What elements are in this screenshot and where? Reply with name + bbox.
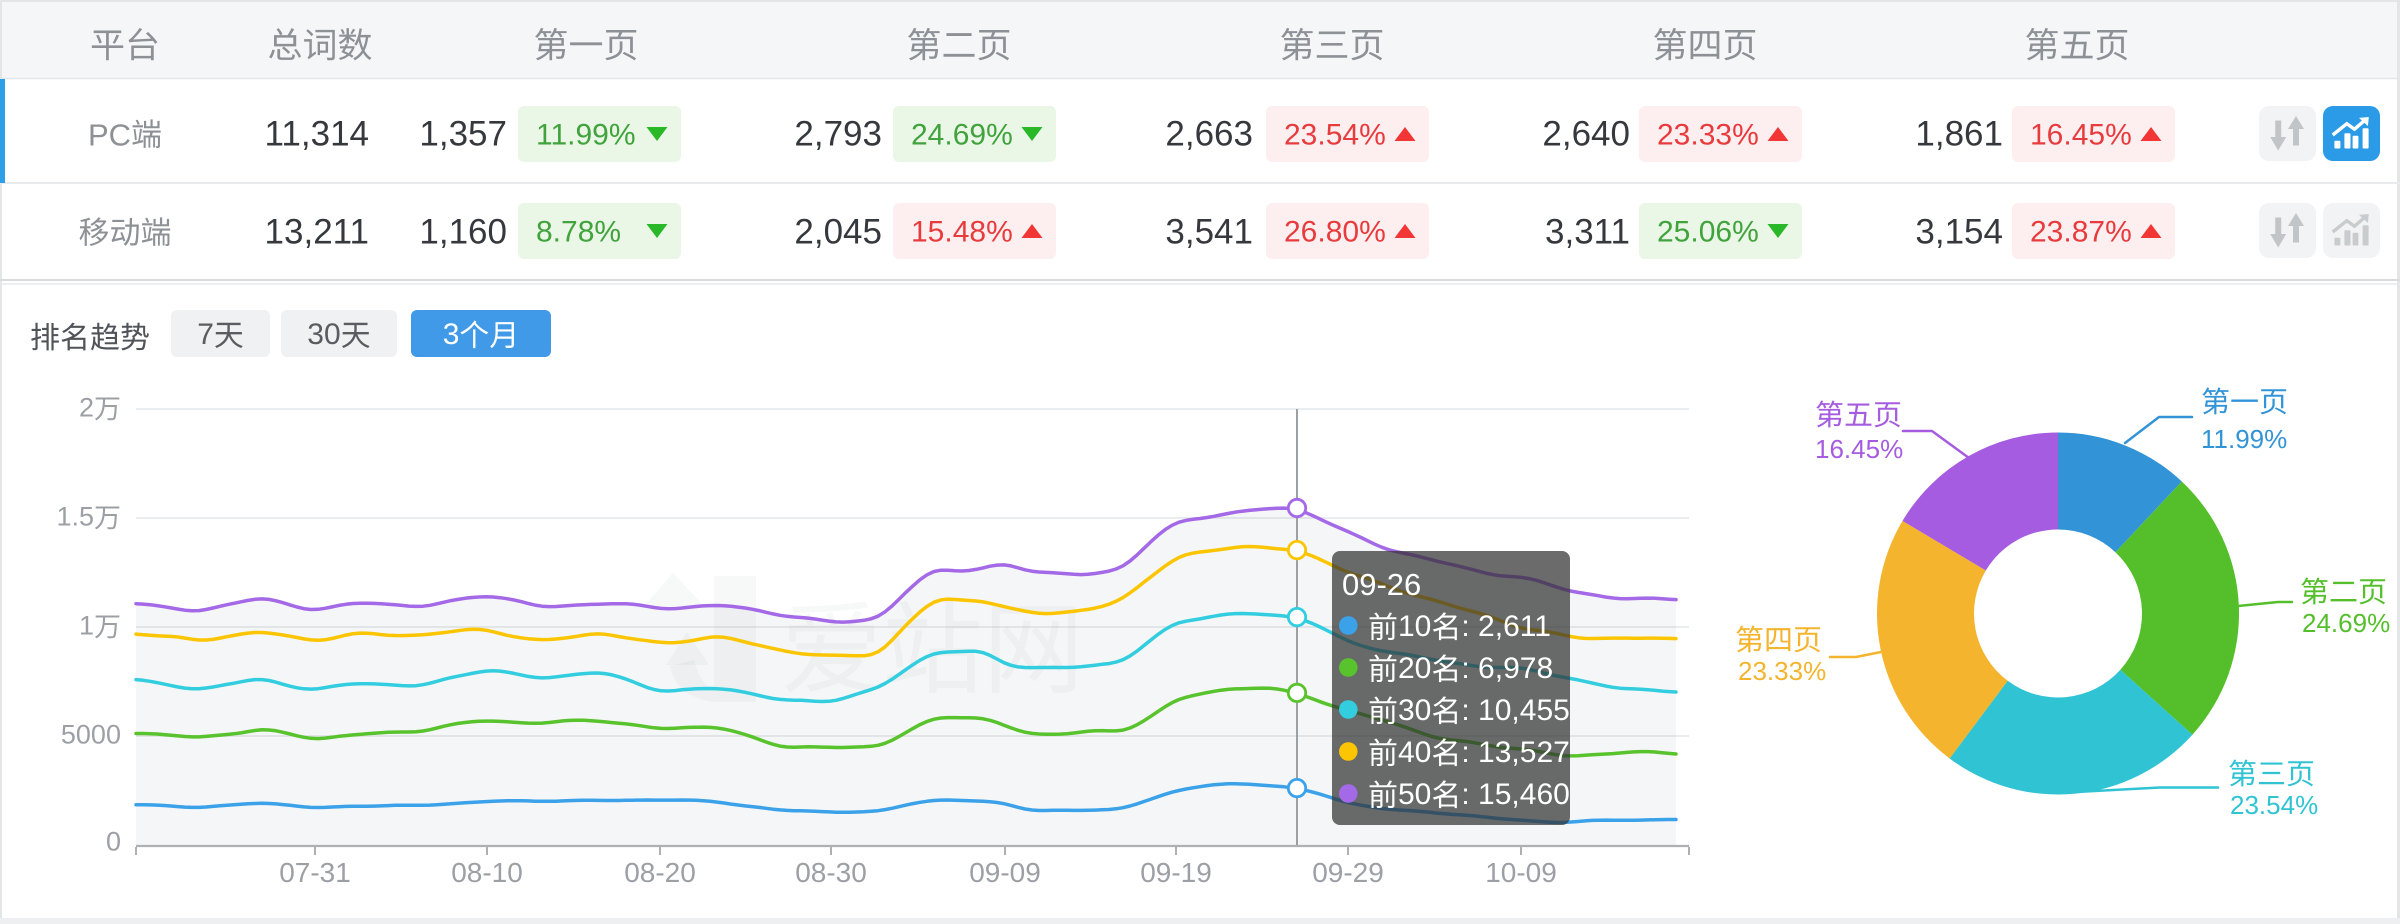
svg-text:16.45%: 16.45% xyxy=(2030,119,2132,152)
svg-text:26.80%: 26.80% xyxy=(1284,216,1386,249)
svg-text:25.06%: 25.06% xyxy=(1657,216,1759,249)
svg-text:1,357: 1,357 xyxy=(419,115,507,154)
svg-text:11,314: 11,314 xyxy=(265,115,369,154)
svg-text:11.99%: 11.99% xyxy=(536,119,636,152)
svg-text:PC: PC xyxy=(88,117,131,152)
svg-text:13,211: 13,211 xyxy=(265,213,369,252)
svg-text:08-30: 08-30 xyxy=(795,857,867,888)
svg-text:8.78%: 8.78% xyxy=(536,216,621,249)
svg-text:3,154: 3,154 xyxy=(1915,213,2003,252)
svg-text:23.87%: 23.87% xyxy=(2030,216,2132,249)
svg-text:2,793: 2,793 xyxy=(794,115,882,154)
svg-text:23.54%: 23.54% xyxy=(1284,119,1386,152)
svg-text:2: 2 xyxy=(79,393,94,423)
svg-text:1: 1 xyxy=(79,611,94,641)
svg-text:1,160: 1,160 xyxy=(419,213,507,252)
svg-text:: 2,611: : 2,611 xyxy=(1461,610,1551,643)
svg-text:3,311: 3,311 xyxy=(1545,213,1630,252)
svg-text:09-09: 09-09 xyxy=(969,857,1041,888)
svg-text:09-26: 09-26 xyxy=(1342,567,1421,602)
svg-text:40: 40 xyxy=(1398,736,1431,769)
svg-text:20: 20 xyxy=(1398,652,1431,685)
svg-text:: 13,527: : 13,527 xyxy=(1461,736,1569,769)
svg-text:2,640: 2,640 xyxy=(1542,115,1630,154)
svg-text:7: 7 xyxy=(197,318,214,351)
svg-text:09-19: 09-19 xyxy=(1140,857,1212,888)
svg-text:3,541: 3,541 xyxy=(1165,213,1253,252)
svg-text:23.33%: 23.33% xyxy=(1657,119,1759,152)
svg-text:: 15,460: : 15,460 xyxy=(1461,778,1569,811)
svg-text:2,045: 2,045 xyxy=(794,213,882,252)
svg-text:5000: 5000 xyxy=(61,720,121,750)
svg-text:1,861: 1,861 xyxy=(1915,115,2003,154)
svg-text:07-31: 07-31 xyxy=(279,857,351,888)
svg-text:24.69%: 24.69% xyxy=(911,119,1013,152)
svg-text:2,663: 2,663 xyxy=(1165,115,1253,154)
svg-text:09-29: 09-29 xyxy=(1312,857,1384,888)
svg-text:1.5: 1.5 xyxy=(57,502,95,532)
svg-text:10-09: 10-09 xyxy=(1485,857,1557,888)
svg-text:0: 0 xyxy=(106,827,121,857)
svg-text:16.45%: 16.45% xyxy=(1815,434,1903,464)
svg-text:24.69%: 24.69% xyxy=(2302,608,2390,638)
svg-text:23.33%: 23.33% xyxy=(1738,656,1826,686)
svg-text:: 6,978: : 6,978 xyxy=(1461,652,1553,685)
svg-text:: 10,455: : 10,455 xyxy=(1461,694,1569,727)
svg-text:11.99%: 11.99% xyxy=(2201,424,2287,454)
svg-text:30: 30 xyxy=(307,318,340,351)
svg-text:23.54%: 23.54% xyxy=(2230,790,2318,820)
svg-text:3: 3 xyxy=(443,318,460,351)
svg-text:50: 50 xyxy=(1398,778,1431,811)
svg-text:08-20: 08-20 xyxy=(624,857,696,888)
svg-text:15.48%: 15.48% xyxy=(911,216,1013,249)
svg-text:10: 10 xyxy=(1398,610,1431,643)
svg-text:08-10: 08-10 xyxy=(451,857,523,888)
svg-text:30: 30 xyxy=(1398,694,1431,727)
